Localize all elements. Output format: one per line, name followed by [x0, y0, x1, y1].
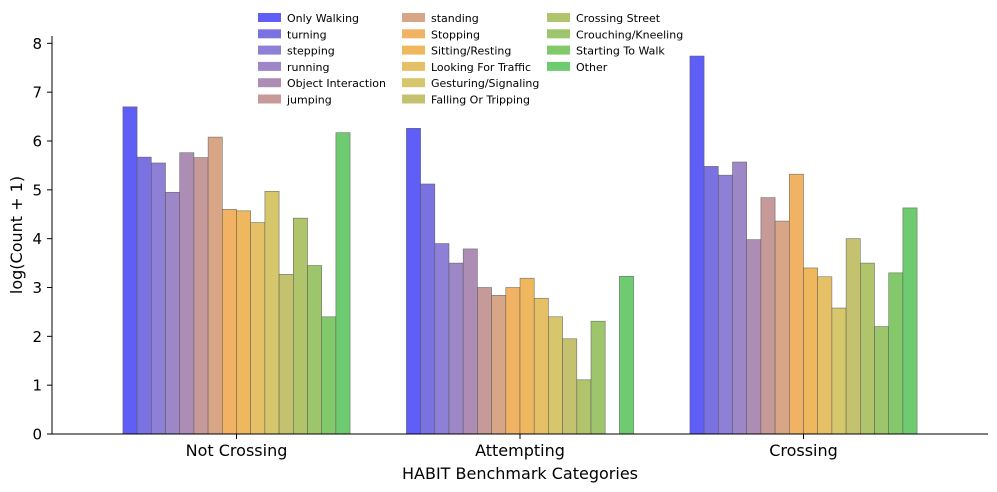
- bar: [236, 210, 251, 435]
- bar: [590, 320, 606, 435]
- y-tick-label: 4: [32, 230, 42, 248]
- bar: [448, 262, 464, 435]
- bar: [519, 277, 535, 435]
- legend-label: Sitting/Resting: [431, 45, 511, 58]
- legend-label: Falling Or Tripping: [431, 94, 530, 107]
- bar: [250, 222, 266, 435]
- bar: [831, 307, 847, 435]
- bar: [845, 238, 861, 435]
- legend-label: Crossing Street: [576, 12, 661, 25]
- y-axis-title: log(Count + 1): [7, 176, 26, 294]
- bar: [888, 272, 904, 435]
- legend-swatch: [258, 94, 281, 104]
- y-tick-label: 5: [32, 181, 42, 199]
- y-tick-label: 6: [32, 132, 42, 150]
- legend-label: Crouching/Kneeling: [576, 28, 683, 41]
- bar: [505, 287, 521, 435]
- bar: [278, 274, 294, 435]
- bar: [462, 248, 478, 435]
- bar: [406, 128, 421, 435]
- legend-label: Only Walking: [287, 12, 359, 25]
- bar: [533, 297, 549, 435]
- legend-swatch: [402, 45, 425, 55]
- legend-swatch: [402, 61, 425, 71]
- bar: [774, 220, 790, 435]
- legend-swatch: [402, 13, 425, 22]
- bar: [335, 132, 351, 435]
- x-tick-label: Crossing: [769, 441, 838, 460]
- bar: [689, 55, 705, 435]
- bar: [760, 197, 776, 435]
- legend-swatch: [547, 61, 570, 71]
- x-axis-title: HABIT Benchmark Categories: [402, 464, 638, 483]
- bar: [703, 166, 719, 435]
- bar: [548, 316, 563, 435]
- bar: [222, 209, 237, 435]
- legend-swatch: [402, 78, 425, 88]
- bar: [746, 239, 762, 435]
- legend-swatch: [258, 29, 281, 39]
- legend-label: running: [287, 61, 329, 74]
- bar: [264, 190, 280, 435]
- bar: [165, 191, 180, 435]
- bar: [151, 162, 166, 435]
- legend-swatch: [258, 78, 281, 88]
- bar: [491, 295, 507, 435]
- y-tick-label: 0: [32, 426, 42, 444]
- bar: [859, 262, 875, 435]
- x-ticks-group: Not Crossing Attempting Crossing: [186, 434, 838, 460]
- legend-label: turning: [287, 28, 327, 41]
- bar: [321, 316, 337, 435]
- bar: [136, 156, 152, 435]
- legend-swatch: [258, 13, 281, 22]
- bar: [307, 265, 322, 435]
- legend-label: jumping: [286, 94, 332, 107]
- y-tick-label: 8: [32, 35, 42, 53]
- bar: [803, 267, 818, 435]
- legend-label: stepping: [287, 45, 335, 58]
- bar: [562, 338, 578, 435]
- bar: [292, 217, 308, 435]
- y-tick-label: 3: [32, 279, 42, 297]
- bar: [179, 152, 195, 435]
- legend-swatch: [547, 45, 570, 55]
- bar: [902, 207, 918, 435]
- legend-swatch: [402, 29, 425, 39]
- legend-swatch: [547, 13, 570, 22]
- legend-label: Object Interaction: [287, 77, 386, 90]
- legend-label: Looking For Traffic: [431, 61, 531, 74]
- bar: [477, 287, 492, 435]
- bar: [193, 157, 209, 435]
- bar: [817, 276, 833, 435]
- legend-label: standing: [431, 12, 479, 25]
- legend-label: Stopping: [431, 28, 480, 41]
- bar: [122, 106, 138, 435]
- y-tick-label: 1: [32, 377, 42, 395]
- legend-swatch: [258, 45, 281, 55]
- bar: [874, 326, 889, 435]
- legend: Only Walking turning stepping running Object…: [258, 12, 683, 107]
- y-tick-label: 2: [32, 328, 42, 346]
- bar: [576, 379, 592, 435]
- y-tick-label: 7: [32, 84, 42, 102]
- bar: [717, 174, 733, 435]
- y-ticks-group: 0 1 2 3 4 5 6 7 8: [32, 35, 52, 444]
- legend-label: Other: [576, 61, 608, 74]
- legend-swatch: [547, 29, 570, 39]
- bars-group: [122, 55, 918, 435]
- x-tick-label: Attempting: [475, 441, 565, 460]
- legend-label: Gesturing/Signaling: [431, 77, 539, 90]
- bar: [207, 136, 223, 435]
- legend-swatch: [402, 94, 425, 104]
- legend-label: Starting To Walk: [576, 45, 665, 58]
- bar: [619, 275, 634, 435]
- legend-swatch: [258, 61, 281, 71]
- bar: [434, 243, 450, 435]
- bar: [732, 161, 747, 435]
- bar: [420, 183, 436, 435]
- x-tick-label: Not Crossing: [186, 441, 288, 460]
- bar: [788, 173, 804, 435]
